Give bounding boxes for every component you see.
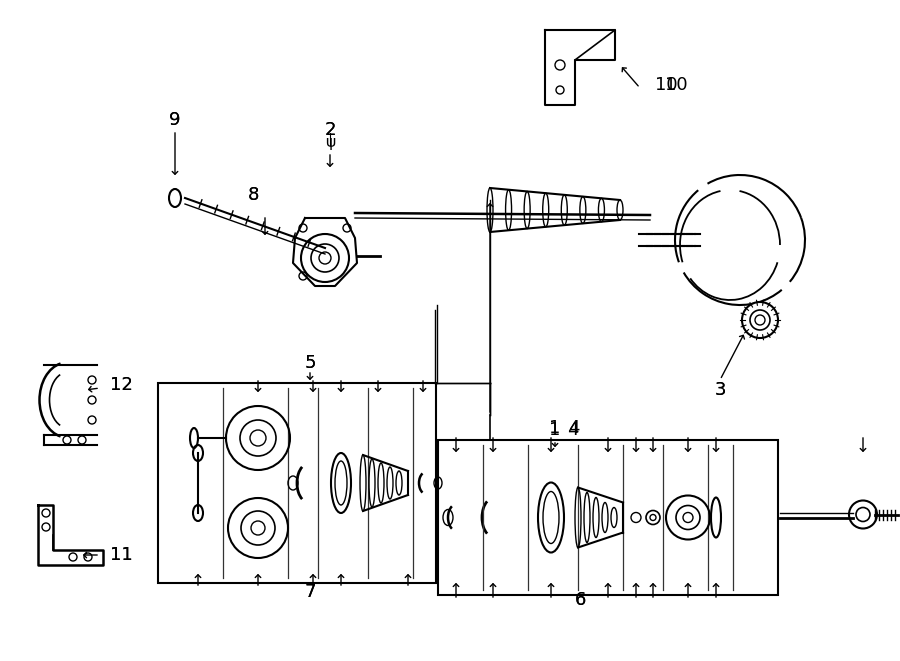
Text: 2: 2	[324, 121, 336, 139]
Text: 8: 8	[248, 186, 258, 204]
Bar	[158, 383, 436, 583]
Text: 9: 9	[169, 111, 181, 129]
Text: ψ: ψ	[325, 136, 335, 151]
Text: 9: 9	[169, 111, 181, 129]
Text: 1: 1	[549, 421, 561, 439]
Text: 12: 12	[110, 376, 133, 394]
Text: 2: 2	[324, 121, 336, 139]
Text: 11: 11	[110, 546, 133, 564]
Text: 6: 6	[574, 591, 586, 609]
Text: 10: 10	[665, 76, 688, 94]
Bar	[438, 440, 778, 595]
Text: 4: 4	[567, 421, 579, 439]
Text: 5: 5	[304, 354, 316, 372]
Text: 6: 6	[574, 591, 586, 609]
Text: 7: 7	[304, 583, 316, 601]
Text: 1: 1	[549, 419, 561, 437]
Text: 7: 7	[304, 583, 316, 601]
Text: 10: 10	[655, 76, 678, 94]
Text: 5: 5	[304, 354, 316, 372]
Text: 4: 4	[568, 419, 580, 437]
Text: 8: 8	[248, 186, 258, 204]
Text: 3: 3	[715, 381, 725, 399]
Text: 12: 12	[110, 376, 133, 394]
Text: 11: 11	[110, 546, 133, 564]
Circle shape	[742, 302, 778, 338]
Text: 3: 3	[715, 381, 725, 399]
